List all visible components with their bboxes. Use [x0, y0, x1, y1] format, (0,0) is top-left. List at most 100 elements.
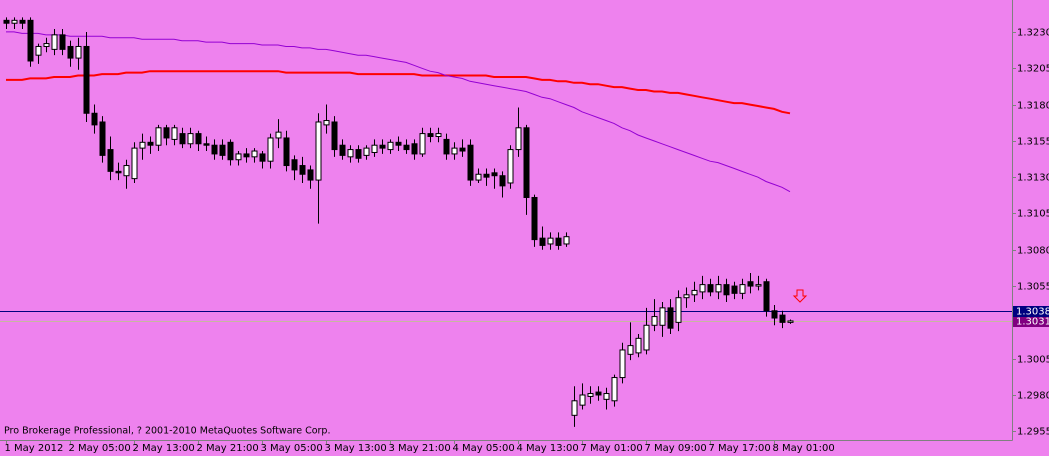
x-tick-label: 8 May 01:00: [773, 443, 835, 454]
candle-body: [355, 149, 362, 159]
candle-body: [3, 19, 10, 24]
y-tick-label: 1.2980: [1017, 391, 1049, 402]
candle-body: [515, 127, 522, 151]
candle-body: [347, 149, 354, 158]
candle-body: [771, 310, 778, 319]
candle-body: [251, 150, 258, 158]
candle-body: [403, 144, 410, 151]
price-label-box: [1013, 316, 1049, 327]
candle-body: [459, 147, 466, 152]
y-tick-label: 1.2955: [1017, 427, 1049, 438]
x-tick-label: 1 May 2012: [5, 443, 64, 454]
candle-body: [571, 400, 578, 416]
candle-body: [139, 141, 146, 149]
moving-average: [6, 70, 791, 115]
candle-body: [51, 34, 58, 50]
candle-body: [171, 127, 178, 140]
candle-body: [675, 297, 682, 323]
candle-body: [539, 237, 546, 246]
candle-body: [43, 43, 50, 47]
x-tick-label: 7 May 01:00: [581, 443, 643, 454]
candle-body: [731, 285, 738, 294]
candle-body: [243, 153, 250, 158]
y-tick-label: 1.3205: [1017, 64, 1049, 75]
x-tick-label: 3 May 21:00: [389, 443, 451, 454]
candle-body: [707, 284, 714, 293]
candle-body: [467, 144, 474, 181]
candle-body: [323, 120, 330, 126]
candle-body: [555, 237, 562, 246]
candle-body: [715, 284, 722, 293]
candle-body: [619, 349, 626, 379]
candle-body: [115, 170, 122, 174]
candle-body: [59, 34, 66, 50]
candle-body: [579, 394, 586, 406]
y-tick-label: 1.3155: [1017, 137, 1049, 148]
x-tick-label: 2 May 13:00: [133, 443, 195, 454]
candle-body: [75, 45, 82, 59]
x-tick-label: 4 May 13:00: [517, 443, 579, 454]
x-tick-label: 7 May 17:00: [709, 443, 771, 454]
x-tick-label: 3 May 05:00: [261, 443, 323, 454]
x-tick-label: 4 May 05:00: [453, 443, 515, 454]
candle-body: [155, 127, 162, 146]
candle-body: [259, 153, 266, 162]
candle-body: [395, 141, 402, 146]
candle-body: [315, 121, 322, 181]
candle-body: [531, 196, 538, 241]
candle-body: [643, 324, 650, 351]
candle-body: [667, 307, 674, 329]
candle-body: [547, 237, 554, 245]
candle-body: [291, 159, 298, 171]
candle-body: [659, 307, 666, 326]
candle-body: [475, 173, 482, 181]
y-tick-label: 1.3105: [1017, 209, 1049, 220]
candle-body: [435, 133, 442, 138]
candle-body: [67, 45, 74, 59]
y-tick-label: 1.3005: [1017, 355, 1049, 366]
candle-body: [339, 144, 346, 156]
x-tick-label: 2 May 05:00: [69, 443, 131, 454]
candle-body: [499, 175, 506, 187]
candle-body: [331, 121, 338, 151]
y-tick-label: 1.3055: [1017, 282, 1049, 293]
candle-body: [211, 144, 218, 155]
candle-body: [275, 131, 282, 139]
sell-arrow: [792, 289, 808, 303]
candle-body: [787, 320, 794, 323]
candle-body: [123, 165, 130, 177]
candle-body: [635, 337, 642, 354]
candle-body: [163, 127, 170, 139]
candle-body: [283, 137, 290, 167]
candle-body: [603, 393, 610, 400]
candle-body: [523, 127, 530, 198]
candle-body: [747, 281, 754, 287]
candle-body: [587, 393, 594, 397]
candle-body: [147, 141, 154, 146]
candle-body: [491, 172, 498, 177]
price-label-box: [1013, 306, 1049, 317]
candle-body: [451, 147, 458, 155]
candle-body: [683, 294, 690, 299]
candle-body: [723, 284, 730, 296]
candle-body: [627, 345, 634, 355]
candle-body: [99, 121, 106, 156]
y-tick-label: 1.3180: [1017, 101, 1049, 112]
candle-body: [379, 144, 386, 149]
candle-body: [91, 112, 98, 126]
candle-body: [699, 284, 706, 293]
candle-body: [419, 133, 426, 155]
candle-body: [27, 19, 34, 62]
candle-body: [187, 133, 194, 145]
candle-body: [83, 45, 90, 114]
candle-body: [195, 133, 202, 145]
x-tick-label: 2 May 21:00: [197, 443, 259, 454]
candle-body: [691, 289, 698, 296]
candle-body: [371, 144, 378, 153]
price-label: 1.3031: [1016, 317, 1049, 328]
candle-body: [363, 147, 370, 156]
candle-body: [19, 19, 26, 24]
candle-body: [179, 133, 186, 145]
